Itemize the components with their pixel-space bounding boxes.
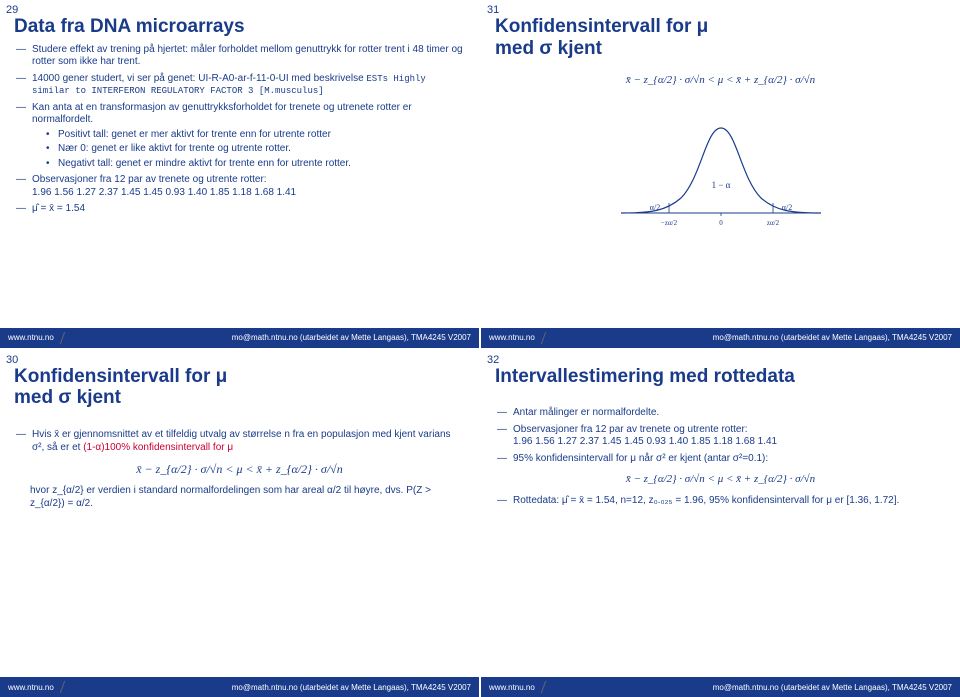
slide-32: 32 Intervallestimering med rottedata Ant… (481, 350, 960, 697)
slide-footer: www.ntnu.no mo@math.ntnu.no (utarbeidet … (0, 328, 479, 348)
right-tail-label: α/2 (781, 203, 791, 212)
slide-31: 31 Konfidensintervall for μ med σ kjent … (481, 0, 960, 348)
title-line: med σ kjent (14, 387, 121, 408)
footer-left: www.ntnu.no (489, 333, 535, 342)
list-item: Observasjoner fra 12 par av trenete og u… (497, 424, 946, 449)
footer-left: www.ntnu.no (8, 333, 54, 342)
slide-content: Konfidensintervall for μ med σ kjent Hvi… (0, 350, 479, 678)
footer-divider (60, 681, 65, 693)
confidence-formula: x̄ − z_{α/2} · σ/√n < μ < x̄ + z_{α/2} ·… (14, 462, 465, 477)
slide-body: Studere effekt av trening på hjertet: må… (14, 44, 465, 216)
confidence-formula: x̄ − z_{α/2} · σ/√n < μ < x̄ + z_{α/2} ·… (495, 473, 946, 487)
list-item: Studere effekt av trening på hjertet: må… (16, 44, 465, 69)
slide-number: 29 (6, 4, 18, 16)
slide-content: Data fra DNA microarrays Studere effekt … (0, 0, 479, 328)
center-label: 1 − α (711, 180, 730, 190)
slide-number: 30 (6, 354, 18, 366)
list-item: Hvis x̄ er gjennomsnittet av et tilfeldi… (16, 429, 465, 454)
axis-left-label: −zα/2 (660, 219, 677, 227)
footer-divider (541, 681, 546, 693)
text: 14000 gener studert, vi ser på genet: UI… (32, 73, 366, 84)
list-item: Rottedata: μ̂ = x̄ = 1.54, n=12, z₀.₀₂₅ … (497, 495, 946, 508)
footer-left: www.ntnu.no (8, 683, 54, 692)
footer-left: www.ntnu.no (489, 683, 535, 692)
highlighted-text: (1-α)100% konfidensintervall for μ (83, 442, 233, 453)
list-item: 14000 gener studert, vi ser på genet: UI… (16, 73, 465, 98)
slide-content: Konfidensintervall for μ med σ kjent x̄ … (481, 0, 960, 328)
text: Observasjoner fra 12 par av trenete og u… (513, 424, 748, 435)
list-item: Kan anta at en transformasjon av genuttr… (16, 102, 465, 171)
list-item: 95% konfidensintervall for μ når σ² er k… (497, 453, 946, 466)
sub-item: Nær 0: genet er like aktivt for trente o… (46, 143, 465, 156)
footer-right: mo@math.ntnu.no (utarbeidet av Mette Lan… (713, 683, 952, 692)
footer-right: mo@math.ntnu.no (utarbeidet av Mette Lan… (713, 333, 952, 342)
slide-title: Konfidensintervall for μ med σ kjent (14, 366, 465, 410)
slide-29: 29 Data fra DNA microarrays Studere effe… (0, 0, 479, 348)
footer-right: mo@math.ntnu.no (utarbeidet av Mette Lan… (232, 683, 471, 692)
list-item: Observasjoner fra 12 par av trenete og u… (16, 174, 465, 199)
data-values: 1.96 1.56 1.27 2.37 1.45 1.45 0.93 1.40 … (513, 436, 777, 447)
sub-item: Negativt tall: genet er mindre aktivt fo… (46, 158, 465, 171)
sub-item: Positivt tall: genet er mer aktivt for t… (46, 129, 465, 142)
list-item: Antar målinger er normalfordelte. (497, 407, 946, 420)
bell-curve-path (621, 128, 821, 213)
slide-number: 31 (487, 4, 499, 16)
text: Observasjoner fra 12 par av trenete og u… (32, 174, 267, 185)
slide-footer: www.ntnu.no mo@math.ntnu.no (utarbeidet … (481, 677, 960, 697)
slide-title: Data fra DNA microarrays (14, 16, 465, 38)
left-tail-label: α/2 (649, 203, 659, 212)
text: Kan anta at en transformasjon av genuttr… (32, 102, 412, 126)
slide-body: Antar målinger er normalfordelte. Observ… (495, 407, 946, 507)
slide-body: x̄ − z_{α/2} · σ/√n < μ < x̄ + z_{α/2} ·… (495, 66, 946, 244)
title-line: Konfidensintervall for μ (14, 366, 227, 387)
axis-right-label: zα/2 (766, 219, 779, 227)
slide-number: 32 (487, 354, 499, 366)
text: hvor z_{α/2} er verdien i standard norma… (14, 485, 465, 510)
footer-divider (60, 332, 65, 344)
slide-title: Intervallestimering med rottedata (495, 366, 946, 388)
slide-content: Intervallestimering med rottedata Antar … (481, 350, 960, 678)
title-line: med σ kjent (495, 38, 602, 59)
footer-divider (541, 332, 546, 344)
data-values: 1.96 1.56 1.27 2.37 1.45 1.45 0.93 1.40 … (32, 187, 296, 198)
slide-footer: www.ntnu.no mo@math.ntnu.no (utarbeidet … (481, 328, 960, 348)
confidence-formula: x̄ − z_{α/2} · σ/√n < μ < x̄ + z_{α/2} ·… (626, 74, 815, 88)
slide-footer: www.ntnu.no mo@math.ntnu.no (utarbeidet … (0, 677, 479, 697)
list-item: μ̂ = x̄ = 1.54 (16, 203, 465, 216)
normal-distribution-curve: 1 − α α/2 α/2 −zα/2 0 zα/2 (611, 103, 831, 243)
footer-right: mo@math.ntnu.no (utarbeidet av Mette Lan… (232, 333, 471, 342)
slide-title: Konfidensintervall for μ med σ kjent (495, 16, 946, 60)
axis-mid-label: 0 (719, 219, 723, 227)
slide-body: Hvis x̄ er gjennomsnittet av et tilfeldi… (14, 429, 465, 510)
slide-30: 30 Konfidensintervall for μ med σ kjent … (0, 350, 479, 697)
title-line: Konfidensintervall for μ (495, 16, 708, 37)
